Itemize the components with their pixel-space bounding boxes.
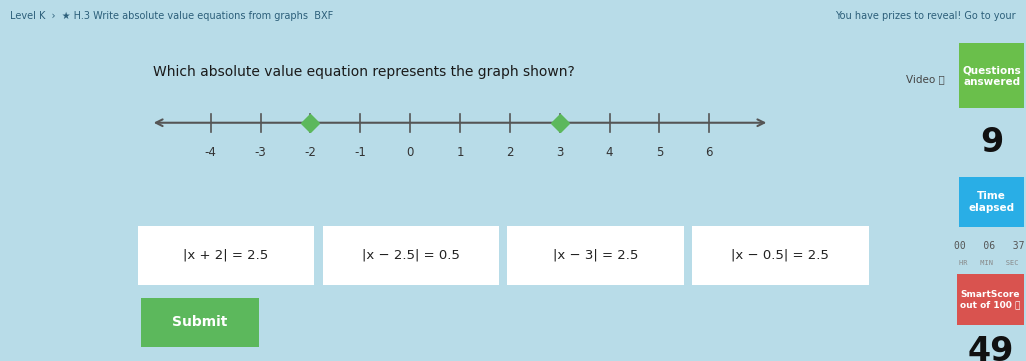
- Text: 3: 3: [556, 146, 563, 159]
- Text: -3: -3: [254, 146, 267, 159]
- Text: 00   06   37: 00 06 37: [954, 241, 1024, 251]
- Text: 4: 4: [606, 146, 614, 159]
- Text: |x − 2.5| = 0.5: |x − 2.5| = 0.5: [362, 249, 460, 262]
- Text: -1: -1: [354, 146, 366, 159]
- Text: 6: 6: [706, 146, 713, 159]
- Text: 9: 9: [980, 126, 1003, 159]
- Text: -2: -2: [305, 146, 316, 159]
- FancyBboxPatch shape: [954, 272, 1026, 327]
- Text: 2: 2: [506, 146, 514, 159]
- Text: Level K  ›  ★ H.3 Write absolute value equations from graphs  BXF: Level K › ★ H.3 Write absolute value equ…: [10, 11, 333, 21]
- FancyBboxPatch shape: [133, 295, 266, 349]
- Text: SmartScore
out of 100 ⓘ: SmartScore out of 100 ⓘ: [960, 290, 1021, 309]
- Text: Time
elapsed: Time elapsed: [969, 191, 1015, 213]
- FancyBboxPatch shape: [136, 225, 316, 286]
- FancyBboxPatch shape: [956, 40, 1026, 112]
- Text: 49: 49: [968, 335, 1014, 361]
- FancyBboxPatch shape: [956, 174, 1026, 230]
- Text: Video ⓕ: Video ⓕ: [906, 74, 945, 84]
- Text: HR   MIN   SEC: HR MIN SEC: [959, 260, 1019, 266]
- Text: You have prizes to reveal! Go to your: You have prizes to reveal! Go to your: [835, 11, 1016, 21]
- Text: 5: 5: [656, 146, 663, 159]
- Text: Submit: Submit: [172, 315, 227, 329]
- Text: Which absolute value equation represents the graph shown?: Which absolute value equation represents…: [153, 65, 575, 79]
- FancyBboxPatch shape: [321, 225, 501, 286]
- Text: |x − 3| = 2.5: |x − 3| = 2.5: [553, 249, 638, 262]
- Text: |x − 0.5| = 2.5: |x − 0.5| = 2.5: [732, 249, 829, 262]
- Text: 1: 1: [457, 146, 464, 159]
- FancyBboxPatch shape: [506, 225, 685, 286]
- Text: Questions
answered: Questions answered: [962, 65, 1021, 87]
- Text: 0: 0: [406, 146, 413, 159]
- FancyBboxPatch shape: [690, 225, 870, 286]
- Text: |x + 2| = 2.5: |x + 2| = 2.5: [184, 249, 269, 262]
- Text: -4: -4: [205, 146, 216, 159]
